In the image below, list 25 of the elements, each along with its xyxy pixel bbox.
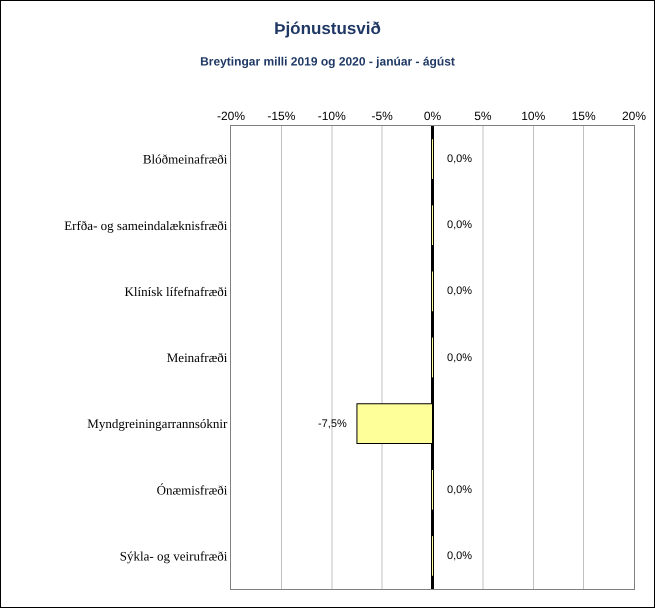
y-tick-label: Myndgreiningarrannsóknir	[87, 416, 228, 432]
y-tick-label: Klínísk lífefnafræði	[124, 284, 228, 299]
x-tick-label: 0%	[424, 109, 442, 124]
y-tick-label: Erfða- og sameindalæknisfræði	[64, 218, 228, 233]
data-label: 0,0%	[447, 484, 472, 496]
data-label: 0,0%	[447, 219, 472, 231]
y-tick-label: Meinafræði	[166, 350, 228, 366]
data-label: 0,0%	[447, 352, 472, 364]
x-tick-label: 10%	[521, 109, 546, 124]
data-label: -7,5%	[318, 418, 347, 430]
x-tick-label: -10%	[318, 109, 346, 124]
x-tick-label: -20%	[216, 109, 246, 124]
x-tick-label: 20%	[622, 109, 646, 124]
data-label: 0,0%	[447, 153, 472, 165]
y-tick-label: Sýkla- og veirufræði	[120, 548, 228, 564]
x-tick-label: 5%	[474, 109, 492, 124]
chart-title: Þjónustusvið	[274, 19, 381, 38]
y-tick-label: Ónæmisfræði	[156, 482, 228, 498]
data-label: 0,0%	[447, 550, 472, 562]
x-tick-label: 15%	[572, 109, 596, 124]
chart-subtitle: Breytingar milli 2019 og 2020 - janúar - ágúst	[200, 54, 455, 69]
data-label: 0,0%	[447, 285, 472, 297]
x-tick-label: -5%	[371, 109, 394, 124]
y-tick-label: Blóðmeinafræði	[142, 152, 228, 167]
x-tick-label: -15%	[267, 109, 296, 124]
